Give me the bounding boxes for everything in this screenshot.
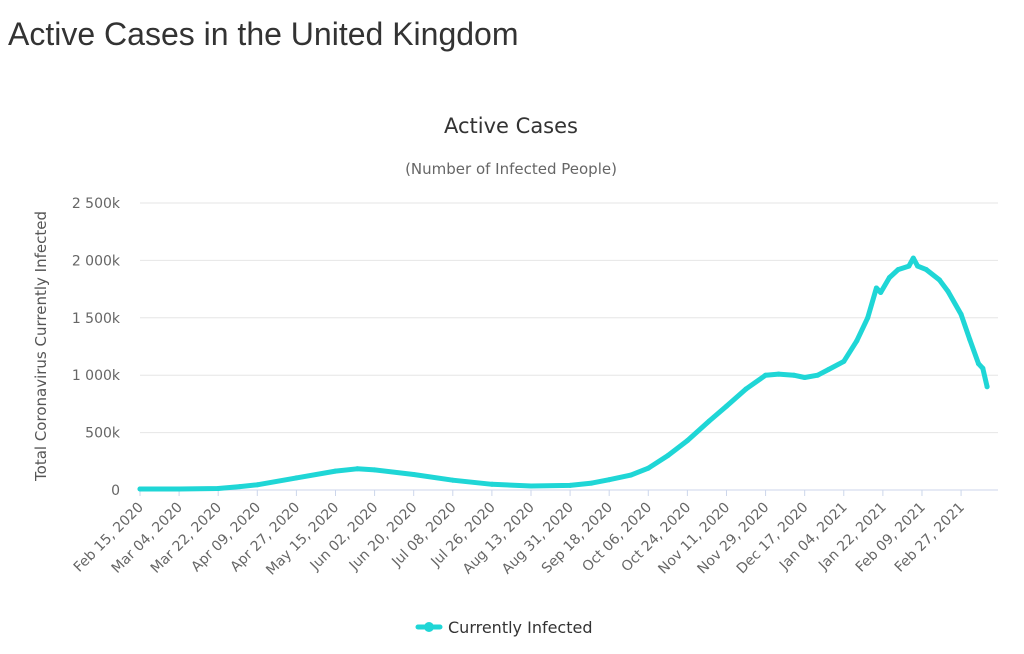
data-point[interactable] <box>936 277 942 283</box>
data-point[interactable] <box>354 466 360 472</box>
x-tick-label: Jun 20, 2020 <box>346 500 421 575</box>
data-point[interactable] <box>215 486 221 491</box>
data-point[interactable] <box>293 475 299 481</box>
data-point[interactable] <box>776 371 782 377</box>
data-point[interactable] <box>976 361 981 367</box>
series-line-currently-infected[interactable] <box>137 255 990 492</box>
chart-title: Active Cases <box>444 114 578 138</box>
data-point[interactable] <box>873 285 879 291</box>
data-point[interactable] <box>865 315 871 321</box>
data-point[interactable] <box>841 358 847 364</box>
data-point[interactable] <box>945 288 951 294</box>
data-point[interactable] <box>628 472 634 478</box>
data-point[interactable] <box>567 482 573 488</box>
data-point[interactable] <box>137 486 143 492</box>
x-tick-label: Jun 02, 2020 <box>307 500 382 575</box>
x-tick-label: Jan 04, 2021 <box>776 500 851 575</box>
data-point[interactable] <box>254 482 260 488</box>
data-point[interactable] <box>815 372 821 378</box>
x-tick-label: Feb 27, 2021 <box>892 500 968 576</box>
data-point[interactable] <box>854 338 860 344</box>
data-point[interactable] <box>743 386 749 392</box>
data-point[interactable] <box>589 480 595 486</box>
data-point[interactable] <box>895 267 901 273</box>
page-title: Active Cases in the United Kingdom <box>8 16 519 52</box>
data-point[interactable] <box>791 372 797 378</box>
data-point[interactable] <box>906 263 912 269</box>
data-point[interactable] <box>528 483 534 489</box>
data-point[interactable] <box>665 453 671 459</box>
data-point[interactable] <box>489 481 495 487</box>
data-point[interactable] <box>411 472 417 477</box>
data-point[interactable] <box>237 484 243 490</box>
chart-subtitle: (Number of Infected People) <box>405 160 617 178</box>
data-point[interactable] <box>724 403 729 409</box>
y-tick-label: 2 000k <box>72 253 121 269</box>
y-axis-ticks: 0 500k 1 000k 1 500k 2 000k 2 500k <box>72 196 121 499</box>
data-point[interactable] <box>980 365 986 371</box>
data-point[interactable] <box>606 477 612 483</box>
data-point[interactable] <box>878 290 884 295</box>
data-point[interactable] <box>763 372 769 378</box>
data-point[interactable] <box>706 418 712 424</box>
data-point[interactable] <box>958 311 964 317</box>
data-point[interactable] <box>176 486 182 492</box>
series-group <box>137 255 990 492</box>
x-tick-label: Jan 22, 2021 <box>815 500 890 575</box>
data-point[interactable] <box>967 337 973 343</box>
grid-lines <box>140 202 998 491</box>
legend-point-marker <box>424 622 434 632</box>
data-point[interactable] <box>333 468 338 474</box>
y-axis-label: Total Coronavirus Currently Infected <box>32 211 50 482</box>
data-point[interactable] <box>984 384 990 390</box>
data-point[interactable] <box>450 477 456 483</box>
y-tick-label: 500k <box>85 426 121 442</box>
data-point[interactable] <box>645 465 651 471</box>
data-point[interactable] <box>923 267 929 273</box>
data-point[interactable] <box>802 375 808 380</box>
data-point[interactable] <box>910 255 916 261</box>
data-point[interactable] <box>915 263 921 269</box>
data-point[interactable] <box>372 467 378 473</box>
legend[interactable]: Currently Infected <box>415 618 593 637</box>
data-point[interactable] <box>886 275 892 281</box>
data-point[interactable] <box>826 367 832 372</box>
y-tick-label: 2 500k <box>72 196 121 212</box>
y-tick-label: 0 <box>111 483 120 499</box>
data-point[interactable] <box>684 438 690 444</box>
legend-item-currently-infected[interactable]: Currently Infected <box>448 618 593 637</box>
y-tick-label: 1 000k <box>72 368 121 384</box>
y-tick-label: 1 500k <box>72 311 121 327</box>
